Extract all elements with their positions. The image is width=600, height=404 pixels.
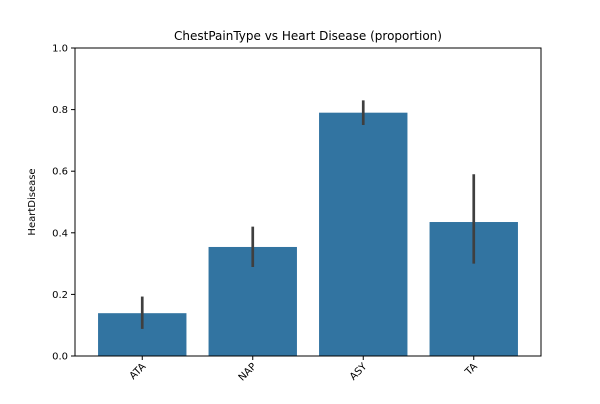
y-tick-label: 1.0 <box>52 44 68 55</box>
y-tick-label: 0.0 <box>52 352 68 363</box>
error-bars-layer <box>140 100 476 329</box>
bars-layer <box>98 112 518 357</box>
y-axis-ticks: 0.0 0.2 0.4 0.6 0.8 1.0 <box>52 44 75 363</box>
y-tick-label: 0.6 <box>52 167 68 178</box>
x-tick-label-asy: ASY <box>348 361 370 383</box>
x-tick-label-nap: NAP <box>237 361 259 383</box>
y-axis-title: HeartDisease <box>27 168 38 235</box>
x-tick-label-ata: ATA <box>128 361 149 382</box>
y-tick-label: 0.4 <box>52 228 68 239</box>
y-tick-label: 0.8 <box>52 105 68 116</box>
chart-title: ChestPainType vs Heart Disease (proporti… <box>174 29 442 43</box>
plot-frame <box>74 47 542 357</box>
x-axis-ticks: ATA NAP ASY TA <box>128 356 480 384</box>
x-tick-label-ta: TA <box>463 361 480 378</box>
y-tick-label: 0.2 <box>52 290 68 301</box>
bar-asy <box>319 112 408 357</box>
